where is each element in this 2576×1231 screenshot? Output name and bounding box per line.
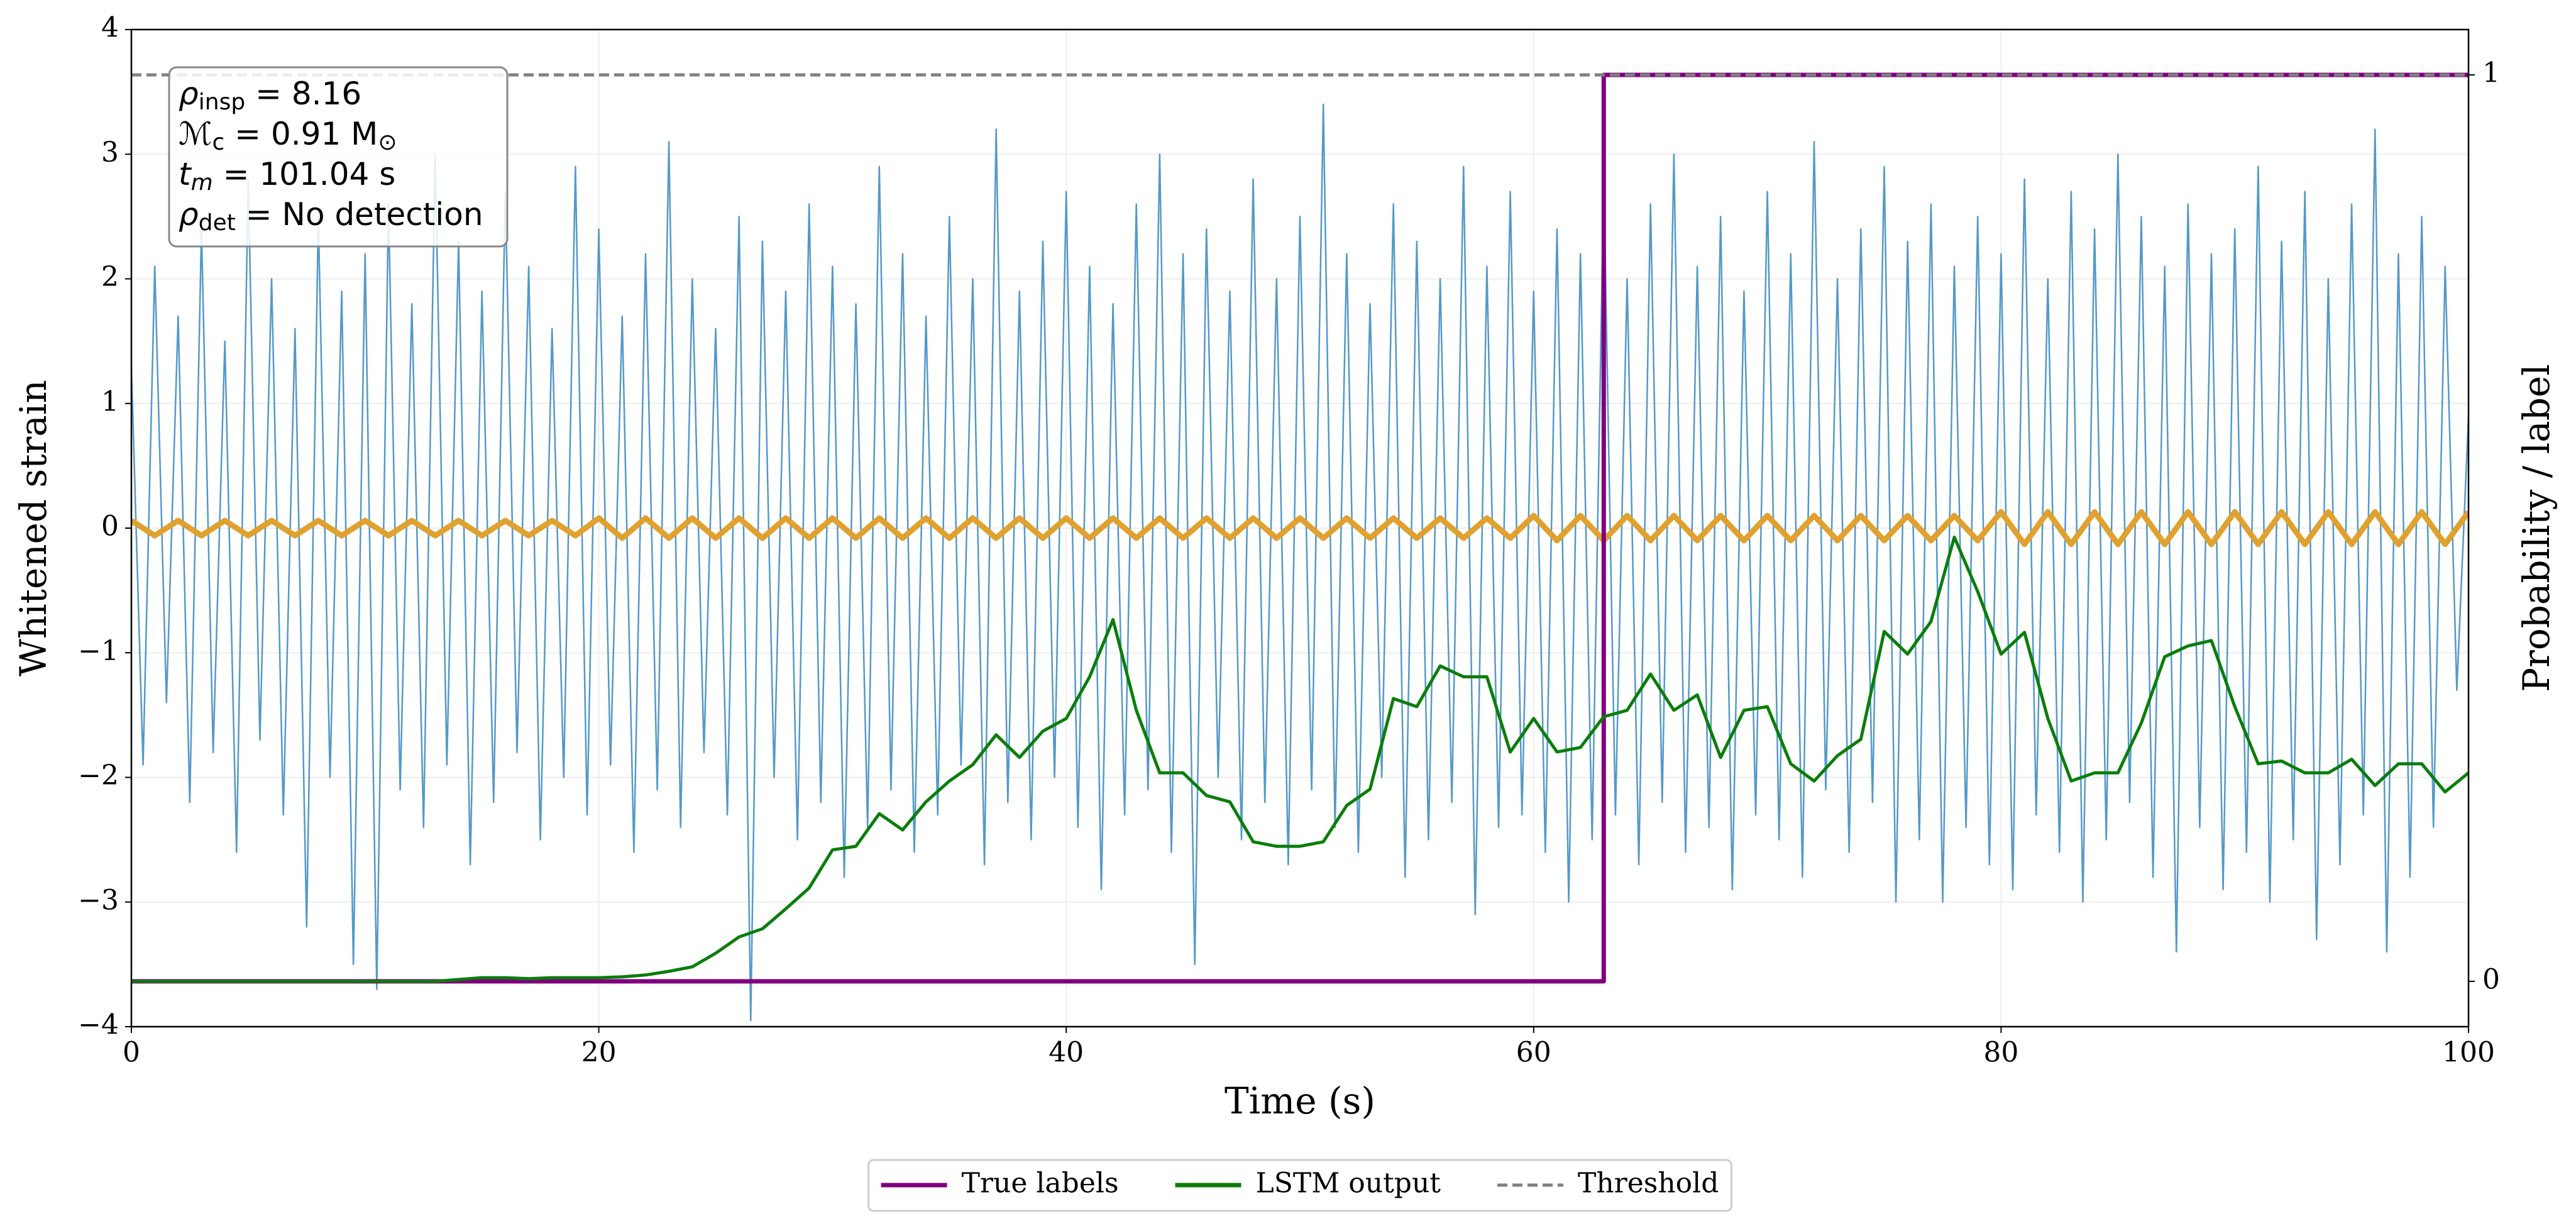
annotation-line: tm = 101.04 s [179,156,395,196]
annotation-subscript: c [212,130,224,155]
annotation-symbol: t [179,156,192,192]
y-tick-label: 4 [101,12,119,44]
annotation-text: = 101.04 s [213,156,396,192]
y-axis-label: Whitened strain [12,380,55,676]
series-line [131,509,2469,548]
annotation-symbol: ρ [179,75,199,112]
x-tick-label: 80 [1983,1037,2018,1069]
annotation-line: ρinsp = 8.16 [179,75,361,116]
x-axis-label: Time (s) [1225,1079,1375,1122]
legend: True labels LSTM output Threshold [867,1159,1732,1212]
plot-area [131,72,2469,1022]
annotation-symbol: ρ [179,196,199,233]
y-tick-label: −4 [78,1009,119,1041]
y-tick-label: −2 [78,759,119,792]
annotation-subscript: det [199,210,236,236]
y-tick-label: −1 [78,635,119,667]
y-tick-label: 1 [101,385,119,417]
annotation-box [168,66,509,248]
y2-tick-label: 1 [2482,57,2500,89]
annotation-text: = 0.91 M [224,116,378,152]
y-tick-label: −3 [78,884,119,916]
y2-tick-label: 0 [2482,963,2500,995]
annotation-text: = 8.16 [245,75,361,112]
x-tick-label: 0 [123,1037,140,1069]
annotation-text: = No detection [236,196,483,233]
annotation-line: ℳc = 0.91 M⊙ [179,116,397,156]
x-tick-label: 100 [2442,1037,2495,1069]
annotation-subscript: insp [199,89,245,115]
series-line [131,535,2469,983]
x-tick-label: 60 [1516,1037,1551,1069]
y2-axis-label: Probability / label [2515,364,2558,692]
annotation-symbol: ℳ [179,116,212,152]
series-line [131,103,2469,1022]
x-tick-label: 40 [1049,1037,1084,1069]
y-tick-label: 2 [101,261,119,293]
y-tick-label: 0 [101,511,119,543]
legend-label: LSTM output [1256,1168,1441,1200]
legend-label: Threshold [1578,1168,1719,1200]
legend-label: True labels [962,1168,1119,1200]
plot-frame [130,28,2470,1028]
x-tick-label: 20 [581,1037,617,1069]
legend-box [867,1159,1732,1212]
y-tick-label: 3 [101,136,119,168]
annotation-subscript: m [191,170,213,196]
annotation-line: ρdet = No detection [179,196,483,236]
annotation-unit-subscript: ⊙ [378,130,397,155]
